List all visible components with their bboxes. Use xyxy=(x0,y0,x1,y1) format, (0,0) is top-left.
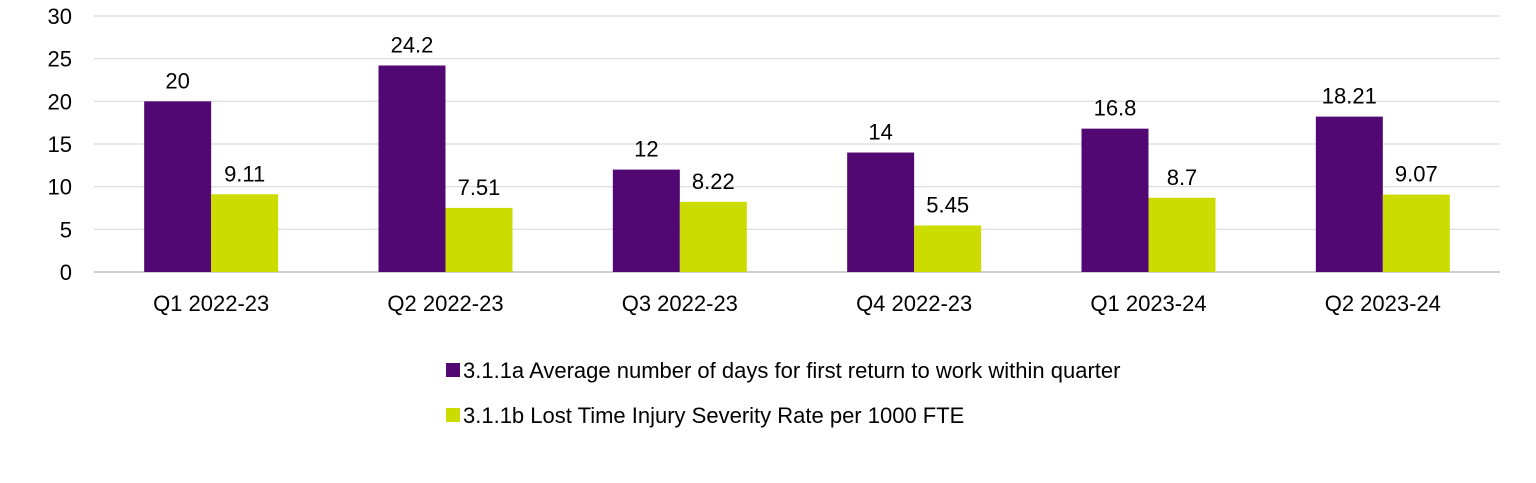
bar-series-1 xyxy=(1315,116,1383,272)
data-label: 18.21 xyxy=(1322,84,1377,109)
data-label: 24.2 xyxy=(391,32,434,57)
bar-series-2 xyxy=(914,225,982,272)
y-tick-label: 25 xyxy=(48,47,72,72)
bar-series-2 xyxy=(1148,197,1216,272)
gridlines xyxy=(94,15,1500,273)
bars xyxy=(144,65,1450,272)
y-axis-tick-labels: 0 5 10 15 20 25 30 xyxy=(48,4,72,285)
x-category-label: Q3 2022-23 xyxy=(622,291,738,316)
data-label: 5.45 xyxy=(926,192,969,217)
x-category-label: Q2 2022-23 xyxy=(387,291,503,316)
data-label: 9.11 xyxy=(224,161,265,186)
bar-series-1 xyxy=(378,65,446,272)
bar-series-2 xyxy=(1382,194,1450,272)
bar-series-1 xyxy=(847,152,915,272)
data-label: 7.51 xyxy=(458,175,501,200)
data-label: 8.22 xyxy=(692,169,735,194)
data-label: 16.8 xyxy=(1094,96,1137,121)
data-labels: 20 9.11 24.2 7.51 12 8.22 14 5.45 16.8 8.7 18.21 9.… xyxy=(165,32,1437,217)
legend-swatch-series-2 xyxy=(446,408,460,422)
data-label: 8.7 xyxy=(1167,165,1198,190)
bar-series-1 xyxy=(144,101,212,272)
x-category-label: Q2 2023-24 xyxy=(1325,291,1441,316)
bar-series-2 xyxy=(445,207,513,272)
bar-series-1 xyxy=(1081,128,1149,272)
y-tick-label: 20 xyxy=(48,89,72,114)
y-tick-label: 10 xyxy=(48,175,72,200)
data-label: 14 xyxy=(868,120,892,145)
y-tick-label: 0 xyxy=(60,260,72,285)
legend-label-series-2: 3.1.1b Lost Time Injury Severity Rate pe… xyxy=(463,403,964,428)
y-tick-label: 5 xyxy=(60,217,72,242)
bar-series-2 xyxy=(679,201,747,272)
x-axis-category-labels: Q1 2022-23 Q2 2022-23 Q3 2022-23 Q4 2022-23… xyxy=(153,291,1441,316)
x-category-label: Q4 2022-23 xyxy=(856,291,972,316)
legend-label-series-1: 3.1.1a Average number of days for first … xyxy=(463,358,1120,383)
bar-series-2 xyxy=(211,194,279,272)
legend: 3.1.1a Average number of days for first … xyxy=(446,358,1120,428)
y-tick-label: 15 xyxy=(48,132,72,157)
data-label: 12 xyxy=(634,137,658,162)
data-label: 20 xyxy=(165,68,189,93)
legend-swatch-series-1 xyxy=(446,363,460,377)
x-category-label: Q1 2023-24 xyxy=(1090,291,1206,316)
x-category-label: Q1 2022-23 xyxy=(153,291,269,316)
bar-series-1 xyxy=(612,169,680,272)
data-label: 9.07 xyxy=(1395,162,1438,187)
y-tick-label: 30 xyxy=(48,4,72,29)
